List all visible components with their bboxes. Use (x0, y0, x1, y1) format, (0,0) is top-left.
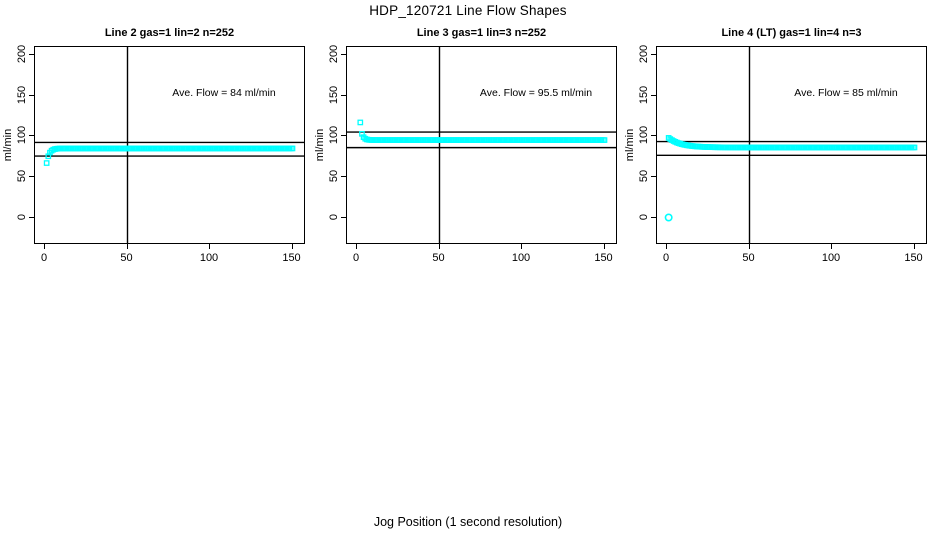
y-axis-title: ml/min (2, 128, 14, 162)
y-tick-label: 100 (328, 126, 340, 145)
data-point (289, 145, 296, 152)
y-tick-mark (29, 216, 34, 218)
x-tick-label: 100 (821, 252, 841, 264)
y-tick-label: 50 (638, 169, 650, 182)
x-tick-label: 50 (742, 252, 755, 264)
data-point (911, 144, 918, 151)
data-point (357, 119, 364, 126)
panel-title: Line 4 (LT) gas=1 lin=4 n=3 (721, 27, 862, 39)
x-axis-label: Jog Position (1 second resolution) (373, 515, 563, 529)
y-axis-title: ml/min (314, 128, 326, 162)
x-tick-mark (291, 244, 293, 249)
x-tick-mark (126, 244, 128, 249)
x-tick-mark (913, 244, 915, 249)
ave-flow-annotation: Ave. Flow = 95.5 ml/min (479, 87, 593, 99)
x-tick-mark (521, 244, 522, 249)
y-tick-mark (651, 54, 656, 55)
x-tick-mark (438, 244, 440, 249)
y-tick-mark (341, 175, 346, 177)
plot-canvas (35, 47, 304, 243)
x-tick-label: 0 (352, 252, 360, 264)
x-tick-label: 150 (594, 252, 613, 264)
figure-title: HDP_120721 Line Flow Shapes (369, 3, 567, 18)
plot-area (346, 46, 617, 244)
y-tick-label: 200 (328, 44, 340, 64)
y-tick-label: 0 (328, 213, 340, 220)
x-tick-label: 0 (40, 252, 48, 264)
panel-title: Line 2 gas=1 lin=2 n=252 (104, 27, 235, 39)
ave-flow-annotation: Ave. Flow = 84 ml/min (172, 87, 276, 99)
data-point-outlier (664, 213, 673, 222)
plot-area (34, 46, 305, 244)
y-tick-label: 150 (328, 85, 340, 104)
y-tick-label: 150 (16, 85, 28, 104)
data-point (43, 160, 50, 166)
y-tick-mark (651, 94, 656, 96)
y-tick-mark (29, 135, 34, 137)
x-tick-label: 50 (432, 252, 445, 264)
x-tick-mark (831, 244, 832, 249)
x-tick-label: 100 (199, 252, 219, 264)
y-tick-mark (29, 175, 34, 177)
y-tick-mark (651, 175, 656, 177)
x-tick-mark (209, 244, 210, 249)
y-tick-mark (341, 54, 346, 55)
y-tick-label: 150 (638, 85, 650, 104)
x-tick-mark (44, 244, 45, 249)
y-tick-mark (29, 54, 34, 55)
y-tick-label: 0 (638, 213, 650, 220)
y-tick-mark (29, 94, 34, 96)
x-tick-mark (603, 244, 605, 249)
data-point (601, 137, 608, 143)
y-tick-mark (651, 216, 656, 218)
x-tick-label: 150 (282, 252, 301, 264)
y-tick-label: 200 (16, 44, 28, 64)
y-tick-label: 100 (638, 126, 650, 145)
x-tick-mark (666, 244, 667, 249)
y-tick-label: 50 (328, 169, 340, 182)
plot-area (656, 46, 927, 244)
plot-canvas (657, 47, 926, 243)
x-tick-mark (356, 244, 357, 249)
y-tick-label: 100 (16, 126, 28, 145)
y-tick-mark (341, 94, 346, 96)
y-tick-mark (341, 135, 346, 137)
ave-flow-annotation: Ave. Flow = 85 ml/min (794, 87, 898, 99)
y-tick-label: 50 (16, 169, 28, 182)
x-tick-label: 0 (662, 252, 670, 264)
y-tick-mark (651, 135, 656, 137)
y-tick-label: 0 (16, 213, 28, 220)
x-tick-label: 100 (511, 252, 531, 264)
plot-canvas (347, 47, 616, 243)
x-tick-label: 150 (904, 252, 923, 264)
y-axis-title: ml/min (624, 128, 636, 162)
x-tick-label: 50 (120, 252, 133, 264)
x-tick-mark (748, 244, 750, 249)
panel-title: Line 3 gas=1 lin=3 n=252 (416, 27, 547, 39)
y-tick-mark (341, 216, 346, 218)
y-tick-label: 200 (638, 44, 650, 64)
